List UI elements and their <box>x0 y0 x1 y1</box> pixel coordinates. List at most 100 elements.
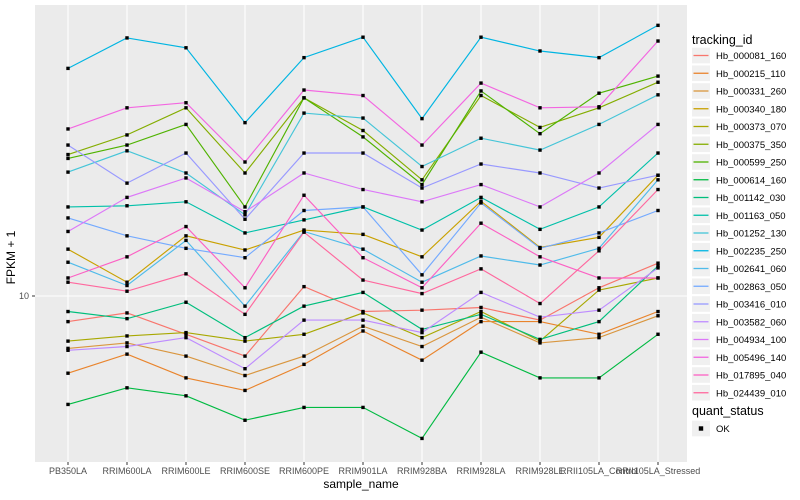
data-point <box>420 143 424 147</box>
data-point <box>597 205 601 209</box>
data-point <box>479 309 483 314</box>
data-point <box>420 200 424 204</box>
legend-label: Hb_001142_030 <box>716 193 786 204</box>
data-point <box>361 324 365 328</box>
data-point <box>656 314 660 318</box>
data-point <box>302 55 306 60</box>
data-point <box>66 156 70 161</box>
data-point <box>243 160 247 164</box>
data-point <box>66 216 70 220</box>
x-tick-label: RRIM600SE <box>220 466 270 476</box>
data-point <box>66 319 70 324</box>
legend-label: Hb_003416_010 <box>716 300 786 311</box>
data-point <box>479 290 483 295</box>
data-point <box>243 213 247 217</box>
data-point <box>125 280 129 284</box>
data-point <box>125 149 129 153</box>
data-point <box>597 122 601 127</box>
data-point <box>656 266 660 270</box>
data-point <box>656 173 660 177</box>
data-point <box>66 339 70 343</box>
y-tick-label: 10 <box>19 291 29 301</box>
data-point <box>66 170 70 174</box>
x-tick-label: RRII105LA_Control <box>560 466 638 476</box>
data-point <box>125 255 129 259</box>
data-point <box>125 143 129 147</box>
data-point <box>184 106 188 110</box>
data-point <box>125 289 129 293</box>
data-point <box>420 228 424 232</box>
data-point <box>538 106 542 110</box>
data-point <box>420 358 424 362</box>
data-point <box>302 230 306 234</box>
data-point <box>538 315 542 319</box>
data-point <box>361 93 365 98</box>
data-point <box>184 224 188 229</box>
legend-label: Hb_004934_100 <box>716 335 786 346</box>
data-point <box>184 394 188 398</box>
data-point <box>125 344 129 349</box>
data-point <box>243 335 247 340</box>
data-point <box>66 229 70 234</box>
data-point <box>66 402 70 407</box>
data-point <box>538 339 542 343</box>
data-point <box>597 249 601 253</box>
data-point <box>656 151 660 155</box>
data-point <box>538 263 542 267</box>
data-point <box>184 238 188 243</box>
data-point <box>184 122 188 127</box>
data-point <box>420 308 424 312</box>
data-point <box>66 371 70 375</box>
legend-label: Hb_000081_160 <box>716 51 786 62</box>
data-point <box>361 329 365 333</box>
x-tick-label: RRIM600PE <box>279 466 329 476</box>
data-point <box>538 255 542 259</box>
data-point <box>125 106 129 110</box>
data-point <box>420 436 424 441</box>
legend-label: Hb_000614_160 <box>716 175 786 186</box>
data-point <box>420 280 424 284</box>
data-point <box>243 248 247 252</box>
data-point <box>302 171 306 175</box>
data-point <box>125 341 129 345</box>
data-point <box>538 205 542 209</box>
legend-label: Hb_001163_050 <box>716 211 786 222</box>
data-point <box>479 201 483 205</box>
x-tick-label: RRII105LA_Stressed <box>616 466 701 476</box>
data-point <box>479 350 483 354</box>
data-point <box>66 280 70 284</box>
data-point <box>243 231 247 235</box>
data-point <box>184 176 188 180</box>
data-point <box>243 304 247 308</box>
data-point <box>656 74 660 78</box>
data-point <box>243 388 247 393</box>
data-point <box>479 254 483 258</box>
data-point <box>302 208 306 213</box>
data-point <box>656 93 660 97</box>
data-point <box>597 276 601 280</box>
data-point <box>125 311 129 315</box>
data-point <box>66 346 70 351</box>
data-point <box>243 286 247 290</box>
data-point <box>125 36 129 40</box>
data-point <box>302 151 306 155</box>
data-point <box>538 337 542 342</box>
data-point <box>538 301 542 306</box>
data-point <box>479 312 483 317</box>
data-point <box>656 276 660 280</box>
data-point <box>184 101 188 105</box>
data-point <box>184 272 188 276</box>
data-point <box>479 35 483 39</box>
legend-label: Hb_002863_050 <box>716 282 786 293</box>
data-point <box>538 319 542 324</box>
data-point <box>361 205 365 209</box>
data-point <box>597 319 601 324</box>
data-point <box>597 332 601 336</box>
data-point <box>538 148 542 152</box>
data-point <box>479 89 483 93</box>
legend-label: Hb_000375_350 <box>716 140 786 151</box>
data-point <box>125 352 129 356</box>
y-axis-title: FPKM + 1 <box>4 230 18 284</box>
data-point <box>184 376 188 380</box>
